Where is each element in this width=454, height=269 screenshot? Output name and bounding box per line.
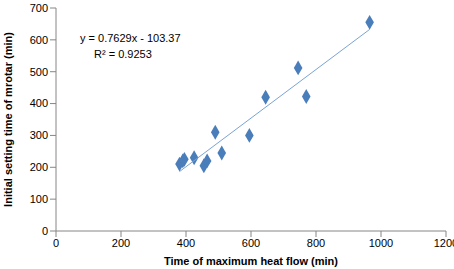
html-text:y = 0.7629x - 103.37: y = 0.7629x - 103.37 [80,32,181,44]
svg-text:500: 500 [30,66,48,78]
svg-text:100: 100 [30,193,48,205]
svg-text:0: 0 [42,225,48,237]
svg-text:300: 300 [30,129,48,141]
svg-text:800: 800 [307,237,325,249]
svg-text:600: 600 [30,34,48,46]
svg-text:700: 700 [30,2,48,14]
svg-text:Initial setting time of mrotar: Initial setting time of mrotar (min) [8,32,14,207]
svg-text:200: 200 [30,161,48,173]
svg-text:400: 400 [177,237,195,249]
svg-text:1000: 1000 [369,237,393,249]
svg-text:400: 400 [30,97,48,109]
svg-text:200: 200 [112,237,130,249]
svg-text:1200: 1200 [434,237,446,249]
svg-text:0: 0 [53,237,59,249]
svg-text:Time of maximum heat flow (min: Time of maximum heat flow (min) [164,255,338,267]
html-text:R² = 0.9253: R² = 0.9253 [94,48,152,60]
svg-text:600: 600 [242,237,260,249]
